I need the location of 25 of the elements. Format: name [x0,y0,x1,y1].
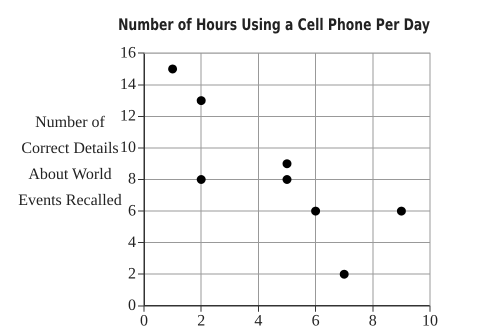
y-tick-label: 12 [120,108,136,125]
point [340,270,349,279]
y-tick-label: 2 [128,265,136,282]
y-tick-label: 14 [120,76,136,93]
y-tick-label: 10 [120,139,136,156]
x-tick-label: 4 [254,312,262,330]
point [196,175,206,184]
chart-title: Number of Hours Using a Cell Phone Per Day [118,16,431,34]
point [282,159,292,168]
y-tick-label: 16 [120,44,136,62]
x-tick-label: 0 [140,312,148,330]
point [168,64,178,74]
y-tick-label: 0 [128,297,136,314]
x-tick-label: 6 [312,312,320,330]
y-tick-label: 6 [128,202,136,220]
point [396,206,406,216]
point [282,175,292,184]
point [311,206,320,216]
x-tick-label: 8 [368,312,377,330]
x-tick-label: 10 [422,312,438,330]
y-tick-label: 8 [128,170,136,188]
x-tick-label: 2 [197,312,206,330]
point [196,96,206,106]
y-tick-label: 4 [128,234,136,251]
y-axis-title: Number of Correct Details About World Events Recalled [18,114,122,209]
